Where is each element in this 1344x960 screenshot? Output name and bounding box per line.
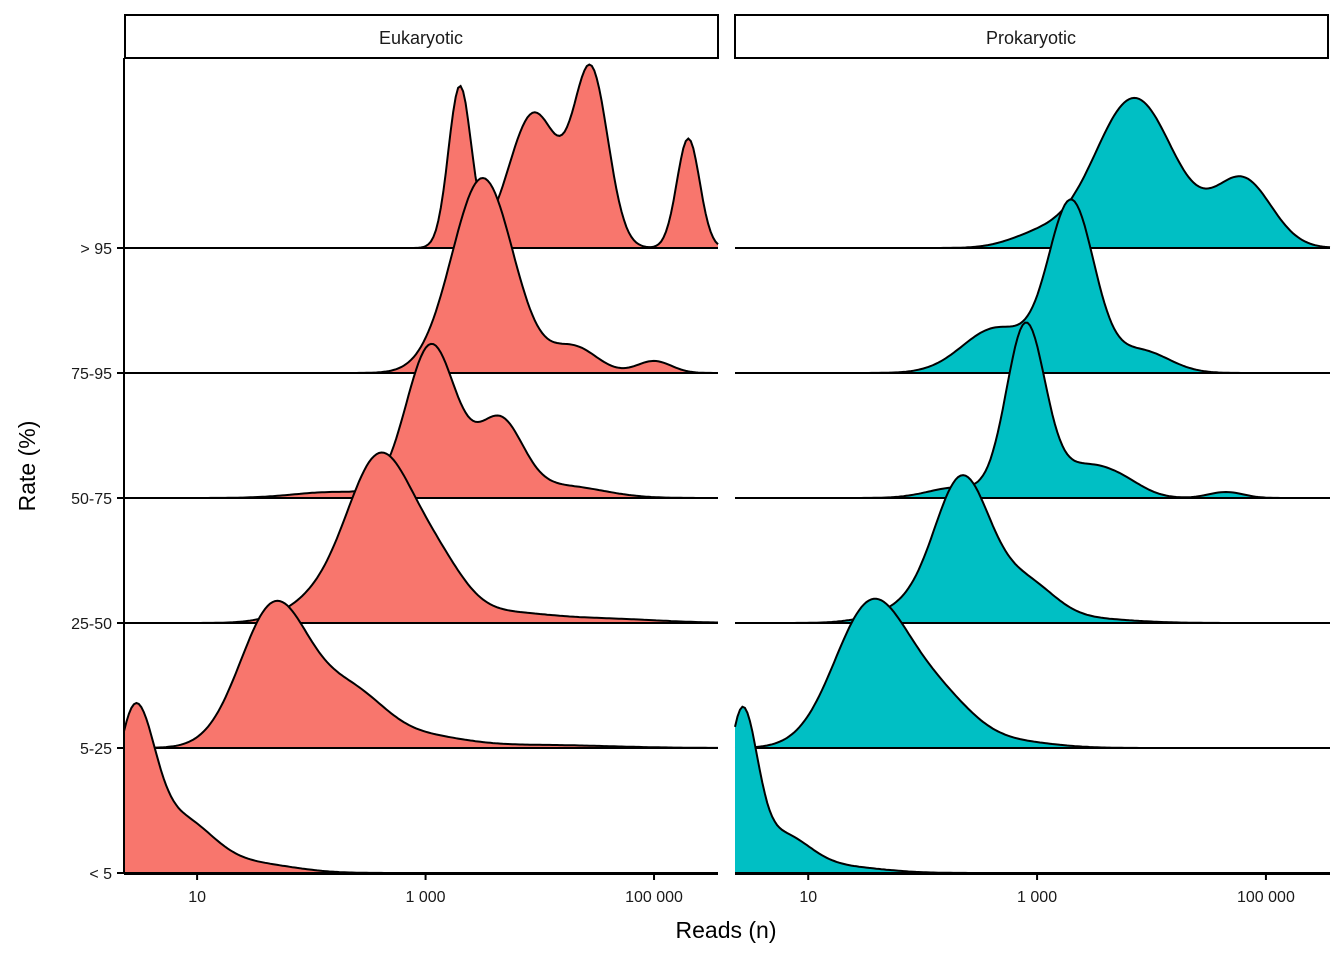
y-tick-labels: < 5 5-25 25-50 50-75 75-95 > 95 — [71, 241, 124, 883]
ridge-line-eukaryotic-5 — [124, 63, 719, 249]
ridge-area-eukaryotic-1 — [124, 600, 718, 748]
strip-eukaryotic — [124, 14, 719, 59]
ridge-area-prokaryotic-2 — [735, 475, 1330, 623]
y-tick-label-0: < 5 — [89, 866, 112, 883]
ridge-area-prokaryotic-3 — [735, 322, 1330, 498]
panel-eukaryotic — [123, 63, 719, 874]
x-tick-label-prokaryotic-2: 100 000 — [1237, 889, 1295, 906]
ridge-line-prokaryotic-5 — [735, 96, 1331, 249]
x-tick-label-prokaryotic-1: 1 000 — [1017, 889, 1057, 906]
ridge-line-eukaryotic-4 — [124, 176, 718, 374]
x-tick-label-eukaryotic-0: 10 — [188, 889, 206, 906]
ridge-line-prokaryotic-4 — [735, 198, 1330, 374]
y-tick-label-4: 75-95 — [71, 366, 112, 383]
x-tick-label-prokaryotic-0: 10 — [799, 889, 817, 906]
ridge-line-prokaryotic-2 — [735, 474, 1330, 624]
ridge-line-prokaryotic-1 — [734, 597, 1330, 749]
x-axes: 10 1 000 100 000 10 1 000 100 000 — [124, 873, 1330, 906]
ridge-line-eukaryotic-3 — [124, 342, 718, 499]
strip-prokaryotic — [734, 14, 1329, 59]
x-tick-label-eukaryotic-1: 1 000 — [406, 889, 446, 906]
ridge-area-prokaryotic-0 — [735, 706, 1330, 873]
ridge-line-eukaryotic-1 — [124, 599, 718, 749]
ridge-area-eukaryotic-2 — [124, 452, 718, 623]
ridge-area-eukaryotic-0 — [124, 703, 718, 873]
ridge-line-prokaryotic-3 — [735, 321, 1330, 499]
x-axis-title: Reads (n) — [676, 917, 777, 943]
y-tick-label-5: > 95 — [80, 241, 112, 258]
panel-prokaryotic — [734, 96, 1331, 874]
ridge-area-eukaryotic-4 — [124, 178, 718, 373]
strip-label-eukaryotic: Eukaryotic — [379, 28, 463, 48]
ridge-area-prokaryotic-1 — [735, 598, 1330, 748]
ridge-area-eukaryotic-3 — [124, 343, 718, 498]
y-tick-label-1: 5-25 — [80, 741, 112, 758]
y-tick-label-3: 50-75 — [71, 491, 112, 508]
ridge-area-prokaryotic-5 — [735, 97, 1330, 249]
y-axis-title: Rate (%) — [14, 421, 40, 512]
strip-label-prokaryotic: Prokaryotic — [986, 28, 1076, 48]
facet-strips: Eukaryotic Prokaryotic — [124, 14, 1329, 59]
ridge-line-eukaryotic-2 — [124, 451, 718, 624]
x-tick-label-eukaryotic-2: 100 000 — [625, 889, 683, 906]
y-tick-label-2: 25-50 — [71, 616, 112, 633]
ridge-area-eukaryotic-5 — [124, 64, 718, 248]
